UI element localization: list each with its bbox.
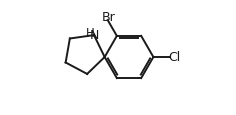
Text: Br: Br bbox=[101, 11, 115, 24]
Text: N: N bbox=[90, 28, 99, 41]
Text: H: H bbox=[86, 26, 95, 39]
Text: Cl: Cl bbox=[169, 51, 181, 64]
